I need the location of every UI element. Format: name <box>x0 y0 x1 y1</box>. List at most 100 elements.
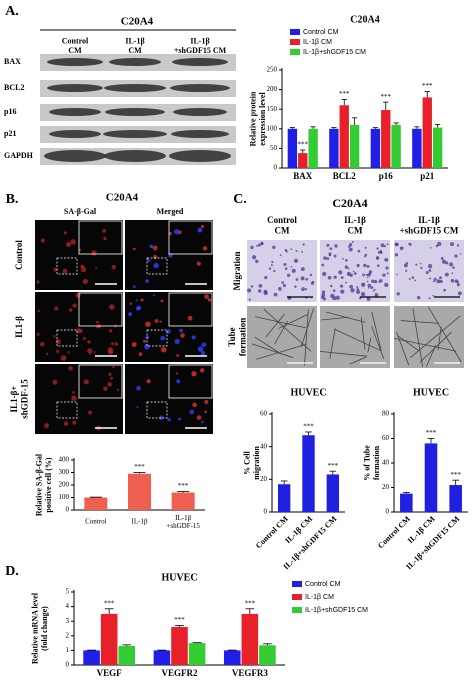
cell <box>408 242 412 246</box>
cell <box>133 247 136 251</box>
cell <box>408 278 411 280</box>
bar <box>277 484 291 512</box>
legend-label: IL-1β+shGDF15 CM <box>305 607 368 614</box>
row-label: BCL2 <box>4 83 24 92</box>
cell <box>427 264 433 269</box>
cell <box>396 273 398 276</box>
cell <box>364 255 367 258</box>
cell <box>429 277 432 280</box>
cell <box>56 350 59 353</box>
bar <box>259 645 276 665</box>
bar <box>118 646 136 665</box>
x-tick-label: IL-1β +shGDF-15 <box>166 514 200 530</box>
cell <box>353 272 357 275</box>
cell <box>200 224 205 229</box>
blot-band <box>169 150 231 162</box>
cell <box>135 299 138 302</box>
cell <box>321 295 325 299</box>
cell <box>309 273 313 277</box>
cell <box>362 273 365 277</box>
bar <box>100 613 118 665</box>
cell <box>363 263 367 268</box>
cell <box>335 295 340 300</box>
tube <box>371 326 385 360</box>
y-tick-label: 0 <box>66 506 70 514</box>
cell <box>286 273 291 277</box>
bar <box>188 643 206 665</box>
cell <box>347 245 351 248</box>
blot-band <box>49 130 101 138</box>
legend-label: IL-1β CM <box>305 594 334 601</box>
bar <box>302 435 315 512</box>
cell <box>294 285 297 288</box>
tube <box>304 309 309 366</box>
cell <box>433 277 437 281</box>
cell <box>71 395 77 401</box>
cell <box>273 292 278 297</box>
zoom-box <box>146 401 168 419</box>
cell <box>420 266 423 270</box>
row-label: Control <box>14 240 24 270</box>
cell <box>40 341 45 347</box>
chart-title: HUVEC <box>290 387 326 398</box>
cell <box>419 262 422 265</box>
y-tick-label: 3 <box>66 617 70 625</box>
blot-band <box>104 84 166 92</box>
cell <box>75 292 81 298</box>
inset <box>168 364 213 399</box>
y-tick-label: 150 <box>267 105 278 113</box>
cell <box>456 283 460 287</box>
cell <box>365 273 368 276</box>
cell <box>103 386 108 391</box>
cell <box>72 420 77 425</box>
cell <box>189 409 195 415</box>
cell <box>302 243 305 246</box>
tube <box>412 308 424 368</box>
cell <box>441 259 446 264</box>
cell <box>82 337 86 340</box>
cell <box>273 269 276 273</box>
cell <box>383 245 386 248</box>
chart-title: HUVEC <box>413 387 449 398</box>
cell <box>153 262 159 269</box>
y-tick-label: 100 <box>59 493 70 501</box>
legend-swatch <box>292 594 302 600</box>
cell <box>321 263 325 267</box>
cell <box>152 245 158 251</box>
y-tick-label: 60 <box>260 410 268 418</box>
cell <box>176 354 179 357</box>
panel-title: C20A4 <box>121 16 154 28</box>
cell <box>348 247 353 252</box>
cell <box>437 241 442 246</box>
cell <box>136 385 141 391</box>
cell <box>454 254 458 258</box>
cell <box>145 321 151 327</box>
cell <box>451 272 454 274</box>
significance: *** <box>134 463 145 471</box>
cell <box>87 348 93 354</box>
cell <box>93 351 96 354</box>
y-tick-label: 0 <box>66 661 70 669</box>
cell <box>258 283 263 288</box>
x-tick-label: VEGFR3 <box>232 668 269 678</box>
cell <box>68 366 73 371</box>
cell <box>416 295 421 300</box>
blot-band <box>47 58 103 66</box>
cell <box>112 365 115 369</box>
panel-label: C. <box>233 192 247 207</box>
y-tick-label: 0 <box>386 508 390 516</box>
cell <box>326 243 330 247</box>
cell <box>149 244 154 249</box>
cell <box>159 415 164 420</box>
cell <box>187 315 193 321</box>
cell <box>192 402 197 408</box>
cell <box>55 338 61 345</box>
cell <box>247 288 252 293</box>
cell <box>251 255 257 260</box>
significance: *** <box>174 616 185 624</box>
cell <box>272 245 276 249</box>
cell <box>439 279 443 284</box>
cell <box>357 249 361 253</box>
y-tick-label: 5 <box>66 588 70 596</box>
